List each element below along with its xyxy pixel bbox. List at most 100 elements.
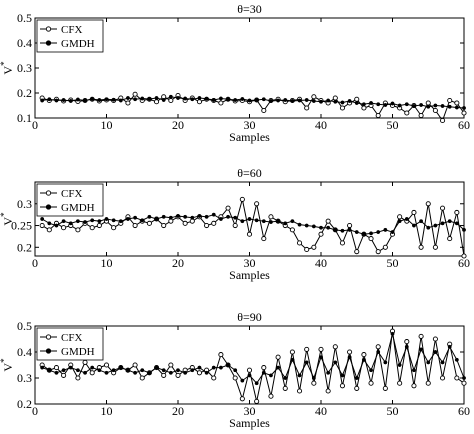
data-point-gmdh — [454, 221, 459, 226]
data-point-gmdh — [75, 97, 80, 102]
x-tick-label: 10 — [101, 256, 113, 270]
data-point-cfx — [75, 227, 81, 233]
x-tick-label: 20 — [172, 404, 184, 418]
data-point-cfx — [132, 222, 138, 229]
data-point-gmdh — [126, 368, 130, 373]
data-point-gmdh — [454, 105, 459, 110]
x-tick-label: 40 — [315, 118, 327, 132]
data-point-cfx — [261, 107, 267, 114]
data-point-cfx — [361, 105, 367, 111]
data-point-gmdh — [118, 98, 123, 103]
data-point-gmdh — [412, 368, 416, 373]
data-point-cfx — [204, 222, 210, 229]
data-point-gmdh — [419, 347, 424, 352]
data-point-cfx — [268, 393, 274, 399]
chart-title: θ=30 — [237, 2, 262, 16]
data-point-gmdh — [233, 368, 238, 373]
data-point-cfx — [418, 333, 424, 339]
y-tick-label: 0.2 — [17, 240, 32, 254]
legend-label-gmdh: GMDH — [61, 38, 95, 50]
data-point-gmdh — [97, 98, 102, 102]
data-point-gmdh — [83, 98, 88, 103]
chart-title: θ=60 — [237, 166, 262, 180]
data-point-cfx — [296, 388, 303, 394]
data-point-gmdh — [126, 217, 130, 221]
data-point-gmdh — [240, 97, 245, 101]
data-point-gmdh — [83, 370, 88, 375]
data-point-cfx — [382, 244, 388, 250]
data-point-gmdh — [354, 230, 359, 235]
data-point-cfx — [61, 225, 67, 231]
data-point-gmdh — [404, 217, 409, 221]
data-point-cfx — [439, 205, 446, 211]
data-point-gmdh — [68, 221, 73, 226]
data-point-gmdh — [361, 102, 366, 107]
data-point-cfx — [397, 214, 403, 220]
data-point-cfx — [411, 209, 417, 216]
legend-box — [36, 19, 104, 53]
data-point-gmdh — [233, 215, 238, 220]
data-point-cfx — [289, 227, 295, 233]
data-point-gmdh — [412, 223, 416, 228]
data-point-gmdh — [333, 99, 338, 104]
data-point-gmdh — [319, 99, 323, 104]
data-point-cfx — [182, 220, 188, 226]
legend-label-gmdh: GMDH — [61, 202, 95, 214]
data-point-cfx — [189, 218, 195, 224]
data-point-gmdh — [383, 103, 388, 107]
data-point-gmdh — [97, 368, 102, 373]
data-point-gmdh — [140, 218, 145, 223]
data-point-gmdh — [376, 230, 381, 235]
data-point-cfx — [454, 100, 460, 106]
series-line-cfx — [41, 199, 465, 257]
data-point-gmdh — [204, 370, 209, 375]
chart-panel-2: θ=60 0 10 20 30 40 50 60 0.2 0.25 0.3 Samples V* CFX G… — [0, 166, 470, 282]
data-point-gmdh — [276, 98, 281, 103]
data-point-gmdh — [440, 221, 445, 226]
data-point-gmdh — [397, 363, 402, 367]
data-point-cfx — [132, 91, 138, 97]
x-tick-label: 40 — [315, 404, 327, 418]
chart-panel-3: θ=90 0 10 20 30 40 50 60 0.2 0.3 0.4 0.5 Samples V* CF… — [0, 310, 470, 430]
x-tick-label: 60 — [458, 256, 470, 270]
data-point-cfx — [289, 349, 295, 355]
data-point-gmdh — [447, 104, 452, 109]
legend-label-cfx: CFX — [61, 188, 82, 200]
data-point-cfx — [318, 346, 324, 352]
data-point-gmdh — [340, 228, 345, 233]
data-point-gmdh — [311, 224, 316, 229]
data-point-cfx — [339, 105, 346, 111]
data-point-gmdh — [218, 217, 223, 221]
data-point-gmdh — [297, 373, 302, 378]
data-point-gmdh — [311, 99, 316, 103]
data-point-gmdh — [54, 370, 59, 375]
data-point-cfx — [318, 231, 324, 237]
x-tick-label: 50 — [387, 118, 399, 132]
data-point-gmdh — [326, 225, 331, 230]
data-point-gmdh — [433, 350, 438, 354]
data-point-gmdh — [440, 104, 445, 108]
data-point-gmdh — [176, 96, 180, 100]
chart-title: θ=90 — [237, 310, 262, 324]
data-point-gmdh — [397, 103, 402, 108]
data-point-gmdh — [68, 365, 73, 370]
data-point-gmdh — [40, 365, 45, 370]
data-point-cfx — [404, 110, 410, 116]
data-point-gmdh — [426, 104, 431, 109]
data-point-gmdh — [419, 103, 424, 107]
data-point-gmdh — [40, 98, 45, 103]
data-point-gmdh — [354, 376, 359, 380]
legend-marker-cfx — [45, 334, 52, 340]
data-point-gmdh — [133, 370, 138, 375]
data-point-cfx — [254, 398, 260, 404]
data-point-cfx — [461, 253, 467, 259]
data-point-gmdh — [390, 230, 395, 235]
data-point-cfx — [53, 365, 60, 371]
data-point-gmdh — [276, 365, 281, 370]
data-point-gmdh — [319, 355, 323, 360]
data-point-cfx — [254, 201, 260, 207]
legend-label-gmdh: GMDH — [61, 346, 95, 358]
data-point-cfx — [411, 383, 417, 389]
data-point-gmdh — [147, 370, 152, 375]
data-point-cfx — [211, 375, 217, 381]
